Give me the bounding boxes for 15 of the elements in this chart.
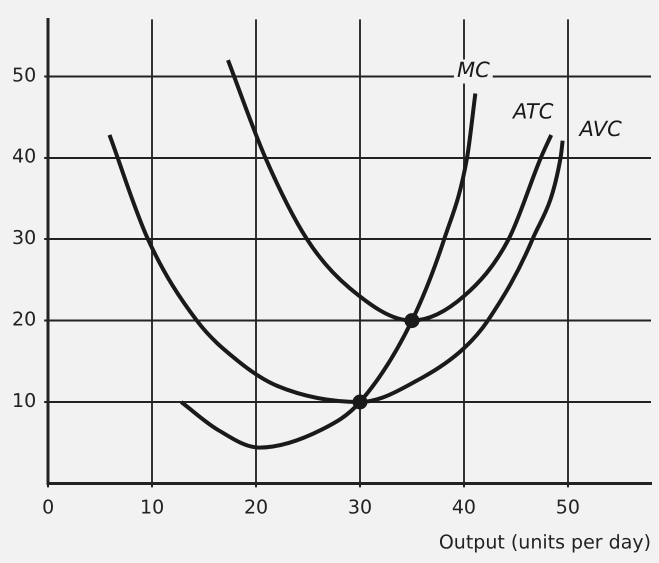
x-axis-title: Output (units per day) [438, 532, 651, 554]
series-label: AVC [577, 117, 622, 142]
y-tick-label: 20 [12, 308, 36, 331]
y-tick-label: 50 [12, 64, 36, 86]
x-tick-label: 50 [556, 496, 580, 519]
x-tick-label: 20 [244, 496, 268, 519]
x-tick-label: 40 [452, 496, 476, 519]
y-tick-label: 40 [12, 146, 36, 168]
x-tick-label: 0 [42, 496, 54, 519]
y-tick-label: 30 [12, 227, 36, 250]
x-tick-label: 10 [140, 496, 164, 519]
y-tick-label: 10 [12, 390, 36, 412]
series-label: ATC [511, 99, 554, 124]
x-tick-label: 30 [348, 496, 372, 519]
series-label: MC [456, 58, 490, 82]
